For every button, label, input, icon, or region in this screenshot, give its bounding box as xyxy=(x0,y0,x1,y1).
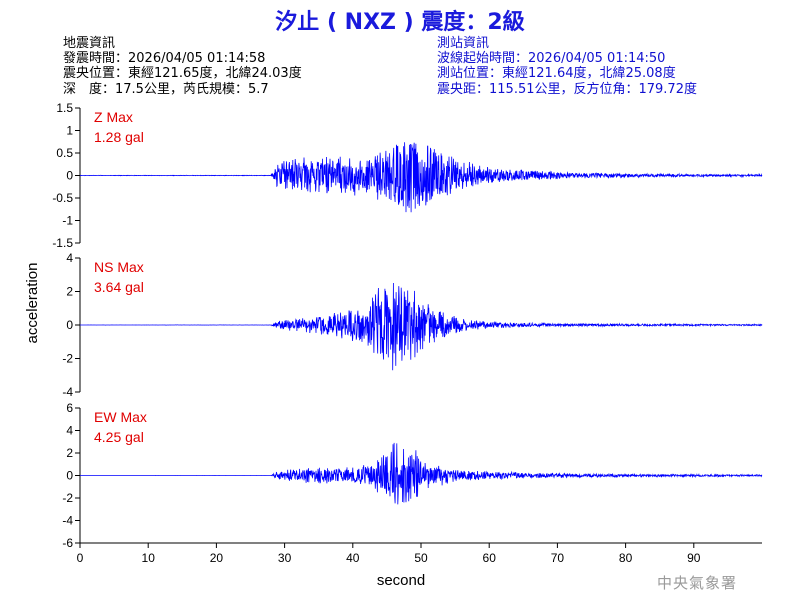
x-tick-label: 0 xyxy=(77,551,84,565)
x-tick-label: 20 xyxy=(210,551,224,565)
x-tick-label: 10 xyxy=(142,551,156,565)
y-tick-label: -2 xyxy=(62,491,73,505)
station-info-heading: 測站資訊 xyxy=(437,36,490,51)
panel-z: 1.5 1 0.5 0 -0.5 -1 -1.5 Z Max 1.28 gal xyxy=(52,101,763,250)
y-axis-label: acceleration xyxy=(24,263,41,344)
station-location: 測站位置：東經121.64度，北緯25.08度 xyxy=(437,66,676,81)
y-tick-label: 1 xyxy=(66,124,73,138)
page-title: 汐止 ( NXZ ) 震度：2級 xyxy=(275,10,525,35)
max-value: 3.64 gal xyxy=(94,279,144,295)
x-axis-label: second xyxy=(377,572,425,589)
max-label: EW Max xyxy=(94,409,147,425)
y-tick-label: 4 xyxy=(66,251,73,265)
waveform-z xyxy=(80,142,763,213)
x-tick-label: 60 xyxy=(483,551,497,565)
x-tick-label: 80 xyxy=(619,551,633,565)
max-value: 1.28 gal xyxy=(94,129,144,145)
y-tick-label: 0 xyxy=(66,318,73,332)
wave-start-time: 波線起始時間：2026/04/05 01:14:50 xyxy=(437,51,666,66)
y-tick-label: 1.5 xyxy=(56,101,73,115)
y-tick-label: 6 xyxy=(66,401,73,415)
y-tick-label: -4 xyxy=(62,514,73,528)
x-tick-label: 90 xyxy=(687,551,701,565)
y-tick-label: -6 xyxy=(62,536,73,550)
quake-info-heading: 地震資訊 xyxy=(63,36,116,51)
y-tick-label: 0 xyxy=(66,469,73,483)
y-tick-label: 0.5 xyxy=(56,146,73,160)
agency-credit: 中央氣象署 xyxy=(657,574,738,592)
depth-magnitude: 深 度：17.5公里，芮氏規模：5.7 xyxy=(63,82,269,97)
y-tick-label: -1 xyxy=(62,214,73,228)
y-tick-label: 2 xyxy=(66,285,73,299)
y-tick-label: 2 xyxy=(66,446,73,460)
max-value: 4.25 gal xyxy=(94,429,144,445)
max-label: Z Max xyxy=(94,109,133,125)
panel-ew: 6 4 2 0 -2 -4 -6 EW Max 4.25 gal xyxy=(62,401,763,550)
x-tick-label: 70 xyxy=(551,551,565,565)
panel-ns: 4 2 0 -2 -4 NS Max 3.64 gal xyxy=(62,251,763,399)
y-tick-label: -2 xyxy=(62,352,73,366)
max-label: NS Max xyxy=(94,259,144,275)
y-tick-label: 4 xyxy=(66,424,73,438)
origin-time: 發震時間：2026/04/05 01:14:58 xyxy=(63,51,266,66)
epicenter-location: 震央位置：東經121.65度，北緯24.03度 xyxy=(63,66,302,81)
waveform-ns xyxy=(80,282,763,371)
x-tick-label: 50 xyxy=(414,551,428,565)
y-tick-label: -1.5 xyxy=(52,236,73,250)
y-tick-label: -4 xyxy=(62,385,73,399)
waveform-ew xyxy=(80,442,763,505)
distance-azimuth: 震央距：115.51公里，反方位角：179.72度 xyxy=(437,82,697,97)
y-tick-label: 0 xyxy=(66,169,73,183)
y-tick-label: -0.5 xyxy=(52,191,73,205)
x-tick-label: 30 xyxy=(278,551,292,565)
x-tick-label: 40 xyxy=(346,551,360,565)
